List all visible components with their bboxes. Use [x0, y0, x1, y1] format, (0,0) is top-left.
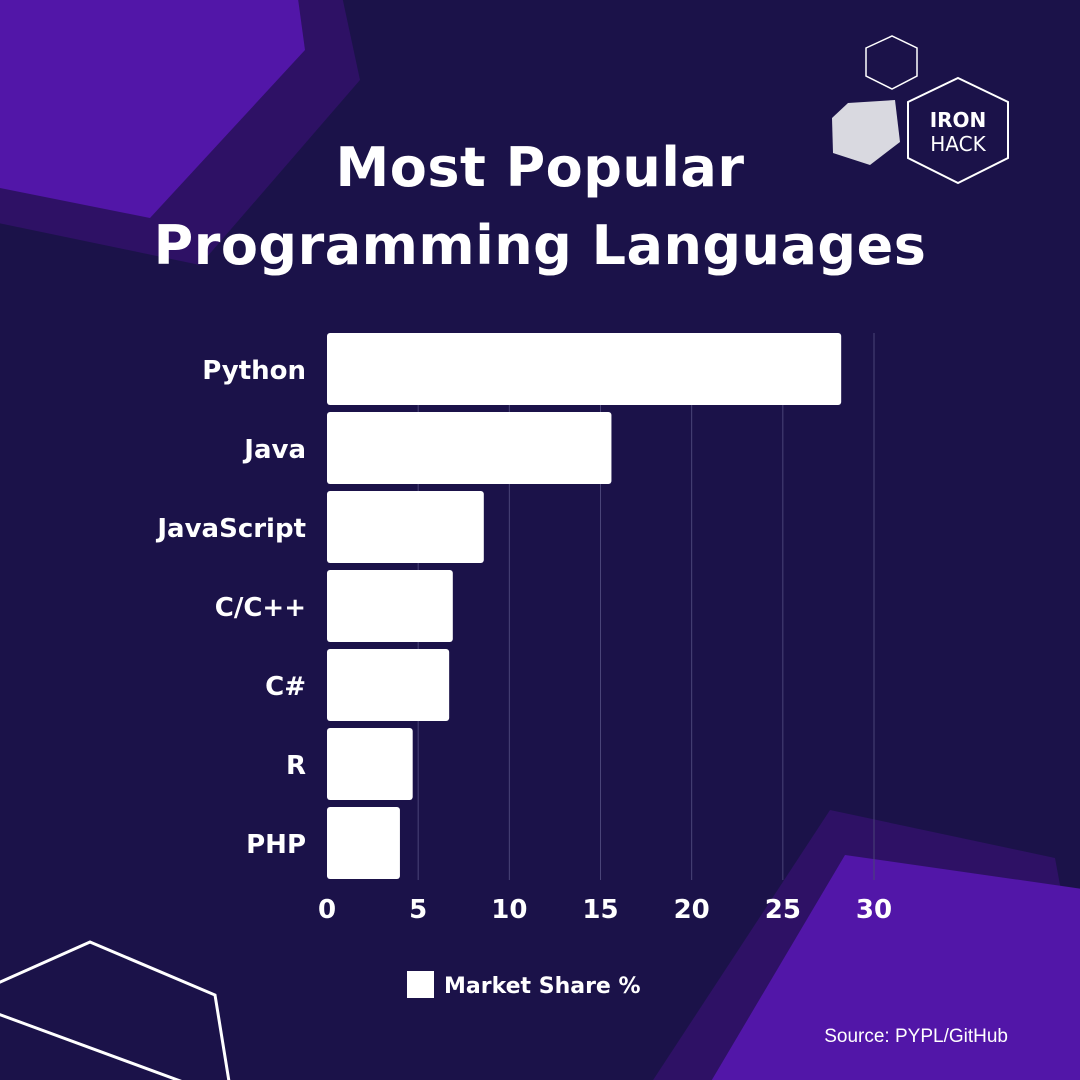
legend-label: Market Share %: [444, 974, 641, 999]
bar-php: [327, 807, 400, 879]
category-label: Python: [202, 356, 306, 386]
chart-legend: Market Share %: [407, 971, 641, 999]
outline-hexagon-icon: [865, 35, 918, 90]
chart-category-labels: Python Java JavaScript C/C++ C# R PHP: [155, 356, 306, 860]
bar-r: [327, 728, 413, 800]
bar-java: [327, 412, 612, 484]
category-label: PHP: [246, 830, 306, 860]
category-label: JavaScript: [155, 514, 306, 544]
x-tick-label: 10: [491, 895, 527, 925]
category-label: C#: [265, 672, 306, 702]
bar-python: [327, 333, 842, 405]
ironhack-logo: IRON HACK: [832, 35, 1009, 185]
page-title-line-1: Most Popular: [335, 136, 745, 199]
chart-bars: [327, 333, 842, 879]
category-label: Java: [242, 435, 306, 465]
category-label: C/C++: [215, 593, 306, 623]
top-left-purple-hexagon: [0, 0, 305, 218]
x-tick-label: 0: [318, 895, 336, 925]
category-label: R: [286, 751, 306, 781]
grey-hexagon-icon: [832, 100, 900, 165]
logo-line-2: HACK: [930, 132, 986, 156]
bottom-left-outline-hexagon: [0, 940, 231, 1080]
bar-javascript: [327, 491, 484, 563]
x-tick-label: 5: [409, 895, 427, 925]
x-tick-label: 15: [582, 895, 618, 925]
chart-x-ticks: 0 5 10 15 20 25 30: [318, 895, 892, 925]
logo-hexagon-icon: [907, 76, 1009, 185]
bottom-right-purple-hexagon: [711, 855, 1080, 1080]
bar-c-: [327, 649, 450, 721]
source-note: Source: PYPL/GitHub: [824, 1026, 1008, 1047]
x-tick-label: 25: [765, 895, 801, 925]
legend-swatch: [407, 971, 434, 998]
x-tick-label: 20: [674, 895, 710, 925]
logo-line-1: IRON: [930, 108, 987, 132]
bar-c-c-: [327, 570, 453, 642]
page-title-line-2: Programming Languages: [153, 214, 927, 277]
x-tick-label: 30: [856, 895, 892, 925]
